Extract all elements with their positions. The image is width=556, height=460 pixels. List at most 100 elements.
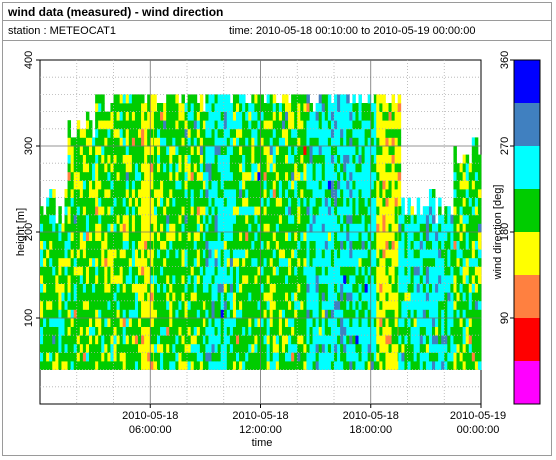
heatmap-cell xyxy=(300,318,304,327)
heatmap-cell xyxy=(131,335,136,345)
heatmap-cell xyxy=(275,197,280,207)
heatmap-cell xyxy=(172,163,176,173)
heatmap-cell xyxy=(257,206,261,216)
heatmap-cell xyxy=(82,300,87,310)
heatmap-cell xyxy=(208,154,212,164)
heatmap-cell xyxy=(404,318,408,327)
heatmap-cell xyxy=(248,335,252,345)
heatmap-cell xyxy=(254,343,258,353)
heatmap-cell xyxy=(413,214,418,224)
heatmap-cell xyxy=(89,326,93,336)
heatmap-cell xyxy=(46,309,50,319)
heatmap-cell xyxy=(110,214,114,224)
heatmap-cell xyxy=(318,206,323,216)
heatmap-cell xyxy=(70,146,75,155)
heatmap-cell xyxy=(166,206,170,216)
heatmap-cell xyxy=(82,232,87,241)
heatmap-cell xyxy=(163,335,167,345)
heatmap-cell xyxy=(367,283,372,293)
heatmap-cell xyxy=(92,300,96,310)
heatmap-cell xyxy=(113,197,117,207)
heatmap-cell xyxy=(321,343,326,353)
heatmap-cell xyxy=(119,283,124,293)
heatmap-cell xyxy=(128,275,133,284)
heatmap-cell xyxy=(358,318,362,327)
heatmap-cell xyxy=(131,240,136,250)
heatmap-cell xyxy=(324,206,329,216)
heatmap-cell xyxy=(131,266,136,276)
heatmap-cell xyxy=(275,223,280,233)
heatmap-cell xyxy=(199,128,204,138)
heatmap-cell xyxy=(236,318,240,327)
heatmap-cell xyxy=(147,154,151,164)
heatmap-cell xyxy=(456,309,460,319)
heatmap-cell xyxy=(175,232,179,241)
heatmap-cell xyxy=(89,275,93,284)
heatmap-cell xyxy=(438,361,442,370)
heatmap-cell xyxy=(413,326,418,336)
heatmap-cell xyxy=(278,240,283,250)
heatmap-cell xyxy=(450,275,454,284)
heatmap-cell xyxy=(361,335,366,345)
heatmap-cell xyxy=(376,257,380,267)
heatmap-cell xyxy=(456,266,460,276)
heatmap-cell xyxy=(153,249,158,259)
heatmap-cell xyxy=(266,352,271,362)
heatmap-cell xyxy=(254,146,258,155)
heatmap-cell xyxy=(327,249,332,259)
heatmap-cell xyxy=(199,335,204,345)
heatmap-cell xyxy=(156,283,161,293)
heatmap-cell xyxy=(309,283,313,293)
heatmap-cell xyxy=(46,197,50,207)
heatmap-cell xyxy=(428,197,433,207)
heatmap-cell xyxy=(352,137,356,147)
heatmap-cell xyxy=(175,120,179,130)
heatmap-cell xyxy=(239,214,243,224)
heatmap-cell xyxy=(391,335,396,345)
heatmap-cell xyxy=(318,343,323,353)
heatmap-cell xyxy=(208,335,212,345)
heatmap-cell xyxy=(193,275,198,284)
heatmap-cell xyxy=(340,103,344,112)
heatmap-cell xyxy=(474,154,479,164)
heatmap-cell xyxy=(160,361,164,370)
heatmap-cell xyxy=(58,266,62,276)
heatmap-cell xyxy=(128,206,133,216)
heatmap-cell xyxy=(315,206,320,216)
heatmap-cell xyxy=(385,163,389,173)
heatmap-cell xyxy=(245,343,249,353)
heatmap-cell xyxy=(153,120,158,130)
heatmap-cell xyxy=(251,240,255,250)
heatmap-cell xyxy=(260,352,264,362)
heatmap-cell xyxy=(85,154,90,164)
heatmap-cell xyxy=(119,197,124,207)
heatmap-cell xyxy=(343,318,347,327)
heatmap-cell xyxy=(119,154,124,164)
heatmap-cell xyxy=(281,300,286,310)
heatmap-cell xyxy=(330,103,335,112)
heatmap-cell xyxy=(364,309,369,319)
heatmap-cell xyxy=(453,154,457,164)
heatmap-cell xyxy=(257,300,261,310)
heatmap-cell xyxy=(364,163,369,173)
heatmap-cell xyxy=(95,189,99,198)
heatmap-cell xyxy=(413,343,418,353)
heatmap-cell xyxy=(281,111,286,121)
heatmap-cell xyxy=(58,300,62,310)
heatmap-cell xyxy=(459,214,464,224)
heatmap-cell xyxy=(428,292,433,302)
heatmap-cell xyxy=(95,292,99,302)
heatmap-cell xyxy=(85,197,90,207)
heatmap-cell xyxy=(459,283,464,293)
heatmap-cell xyxy=(306,292,310,302)
heatmap-cell xyxy=(312,343,317,353)
heatmap-cell xyxy=(312,232,317,241)
heatmap-cell xyxy=(376,214,380,224)
heatmap-cell xyxy=(70,309,75,319)
heatmap-cell xyxy=(303,163,307,173)
heatmap-cell xyxy=(379,171,383,181)
heatmap-cell xyxy=(379,249,383,259)
heatmap-cell xyxy=(358,94,362,104)
heatmap-cell xyxy=(79,163,84,173)
heatmap-cell xyxy=(125,214,130,224)
